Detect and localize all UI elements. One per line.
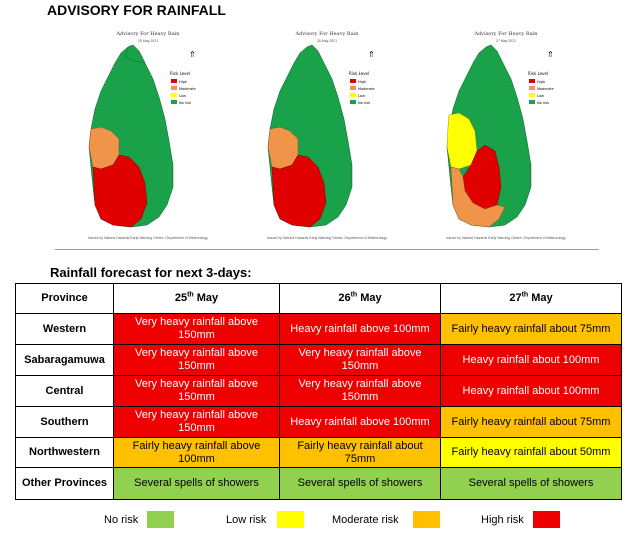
legend-low-risk-swatch	[277, 511, 304, 528]
table-row: Central Very heavy rainfall above 150mm …	[15, 375, 622, 407]
legend-no-risk-swatch	[147, 511, 174, 528]
table-row: Other Provinces Several spells of shower…	[15, 467, 622, 500]
province-cell: Western	[15, 313, 114, 345]
legend-no-risk-label: No risk	[104, 514, 139, 526]
legend-label: Moderate	[358, 87, 375, 91]
legend-low-risk-label: Low risk	[226, 514, 267, 526]
forecast-cell: Heavy rainfall above 100mm	[279, 406, 441, 438]
forecast-cell: Very heavy rainfall above 150mm	[113, 406, 280, 438]
legend-label: Low	[179, 94, 186, 98]
map-date: 27 May 2021	[495, 39, 517, 43]
north-arrow-icon: ⇑	[368, 50, 375, 59]
legend-label: No risk	[358, 101, 371, 105]
forecast-cell: Fairly heavy rainfall about 75mm	[440, 406, 622, 438]
map-day-3: Advisory For Heavy Rain 27 May 2021 ⇑ Ri…	[413, 27, 599, 250]
legend-label: Low	[537, 94, 544, 98]
legend-moderate-risk-swatch	[413, 511, 440, 528]
forecast-cell: Several spells of showers	[113, 467, 280, 500]
legend-label: High	[537, 80, 545, 84]
legend-swatch-moderate	[171, 86, 177, 90]
forecast-cell: Very heavy rainfall above 150mm	[279, 344, 441, 376]
legend-swatch-no-risk	[350, 100, 356, 104]
header-day-1: 25th May	[113, 283, 280, 314]
province-cell: Sabaragamuwa	[15, 344, 114, 376]
risk-legend: No risk Low risk Moderate risk High risk	[0, 511, 636, 531]
map-date: 25 May 2021	[137, 39, 159, 43]
map-day-1: Advisory For Heavy Rain 25 May 2021 ⇑ Ri…	[55, 27, 241, 250]
province-cell: Central	[15, 375, 114, 407]
map-high-region	[271, 154, 327, 228]
forecast-cell: Heavy rainfall above 100mm	[279, 313, 441, 345]
forecast-cell: Fairly heavy rainfall about 50mm	[440, 437, 622, 468]
legend-swatch-moderate	[529, 86, 535, 90]
sri-lanka-map-day-3: ⇑ Risk Level High Moderate Low No risk	[446, 44, 554, 228]
legend-label: Moderate	[537, 87, 554, 91]
forecast-cell: Heavy rainfall about 100mm	[440, 344, 622, 376]
map-footer: Issued by Natural Hazards Early Warning …	[446, 236, 566, 240]
map-jaffna	[124, 44, 146, 64]
forecast-cell: Very heavy rainfall above 150mm	[113, 313, 280, 345]
forecast-subtitle: Rainfall forecast for next 3-days:	[50, 265, 252, 280]
map-heading: Advisory For Heavy Rain	[474, 31, 538, 37]
map-heading: Advisory For Heavy Rain	[116, 31, 180, 37]
map-day-2: Advisory For Heavy Rain 26 May 2021 ⇑ Ri…	[234, 27, 420, 250]
legend-swatch-high	[171, 79, 177, 83]
legend-label: Low	[358, 94, 365, 98]
map-legend-title: Risk Level	[170, 71, 190, 76]
header-day-3: 27th May	[440, 283, 622, 314]
north-arrow-icon: ⇑	[189, 50, 196, 59]
province-cell: Northwestern	[15, 437, 114, 468]
forecast-cell: Fairly heavy rainfall about 75mm	[279, 437, 441, 468]
legend-swatch-high	[350, 79, 356, 83]
legend-moderate-risk-label: Moderate risk	[332, 514, 399, 526]
legend-label: High	[358, 80, 366, 84]
map-footer: Issued by Natural Hazards Early Warning …	[267, 236, 387, 240]
table-row: Southern Very heavy rainfall above 150mm…	[15, 406, 622, 438]
legend-swatch-low	[350, 93, 356, 97]
legend-label: High	[179, 80, 187, 84]
legend-high-risk-swatch	[533, 511, 560, 528]
legend-label: No risk	[537, 101, 550, 105]
map-footer: Issued by Natural Hazards Early Warning …	[88, 236, 208, 240]
map-legend-title: Risk Level	[528, 71, 548, 76]
table-row: Western Very heavy rainfall above 150mm …	[15, 313, 622, 345]
sri-lanka-map-day-2: ⇑ Risk Level High Moderate Low No risk	[267, 44, 375, 228]
north-arrow-icon: ⇑	[547, 50, 554, 59]
forecast-table: Province 25th May 26th May 27th May West…	[15, 283, 622, 500]
legend-label: Moderate	[179, 87, 196, 91]
forecast-cell: Very heavy rainfall above 150mm	[279, 375, 441, 407]
forecast-cell: Fairly heavy rainfall above 100mm	[113, 437, 280, 468]
legend-swatch-no-risk	[171, 100, 177, 104]
table-row: Sabaragamuwa Very heavy rainfall above 1…	[15, 344, 622, 376]
table-row: Northwestern Fairly heavy rainfall above…	[15, 437, 622, 468]
legend-swatch-no-risk	[529, 100, 535, 104]
map-heading: Advisory For Heavy Rain	[295, 31, 359, 37]
legend-high-risk-label: High risk	[481, 514, 524, 526]
page-title: ADVISORY FOR RAINFALL	[47, 2, 226, 18]
forecast-cell: Several spells of showers	[279, 467, 441, 500]
map-legend-title: Risk Level	[349, 71, 369, 76]
forecast-cell: Fairly heavy rainfall about 75mm	[440, 313, 622, 345]
forecast-cell: Several spells of showers	[440, 467, 622, 500]
legend-label: No risk	[179, 101, 192, 105]
legend-swatch-moderate	[350, 86, 356, 90]
forecast-cell: Very heavy rainfall above 150mm	[113, 375, 280, 407]
header-day-2: 26th May	[279, 283, 441, 314]
map-moderate-region	[450, 166, 506, 228]
header-province: Province	[15, 283, 114, 314]
map-date: 26 May 2021	[316, 39, 338, 43]
forecast-cell: Heavy rainfall about 100mm	[440, 375, 622, 407]
table-header-row: Province 25th May 26th May 27th May	[15, 283, 622, 314]
advisory-maps: Advisory For Heavy Rain 25 May 2021 ⇑ Ri…	[0, 0, 636, 260]
sri-lanka-map-day-1: ⇑ Risk Level High Moderate Low No risk	[88, 44, 196, 228]
map-high-region	[92, 154, 148, 228]
province-cell: Southern	[15, 406, 114, 438]
legend-swatch-low	[529, 93, 535, 97]
legend-swatch-low	[171, 93, 177, 97]
province-cell: Other Provinces	[15, 467, 114, 500]
forecast-cell: Very heavy rainfall above 150mm	[113, 344, 280, 376]
legend-swatch-high	[529, 79, 535, 83]
